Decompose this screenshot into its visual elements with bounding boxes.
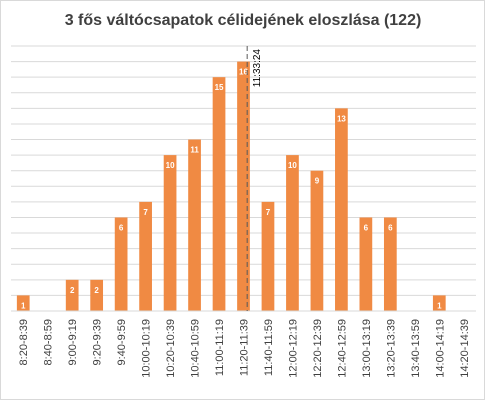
bar-9:20-9:39: [90, 279, 104, 311]
data-label: 9: [315, 177, 320, 186]
time-annotation: 11:33:24: [246, 46, 263, 311]
x-tick-label: 9:40-9:59: [116, 319, 128, 365]
bar-11:00-11:19: [212, 77, 226, 311]
x-tick-label: 10:00-10:19: [141, 319, 153, 378]
x-tick-label: 14:00-14:19: [434, 319, 446, 378]
bar-9:00-9:19: [65, 279, 79, 311]
x-tick-label: 10:40-10:59: [190, 319, 202, 378]
x-tick-label: 12:40-12:59: [336, 319, 348, 378]
data-label: 7: [266, 208, 271, 217]
data-label: 0: [462, 299, 467, 308]
bar-13:00-13:19: [359, 217, 373, 311]
bar-10:00-10:19: [139, 201, 152, 311]
bars: [16, 61, 446, 312]
x-tick-label: 12:20-12:39: [312, 319, 324, 378]
x-tick-label: 11:40-11:59: [263, 319, 275, 376]
data-label: 11: [190, 146, 199, 155]
bar-10:20-10:39: [163, 155, 177, 311]
data-label: 6: [364, 223, 369, 232]
bar-13:20-13:39: [383, 217, 397, 311]
x-tick-label: 13:20-13:39: [385, 319, 397, 378]
data-label: 13: [337, 114, 346, 123]
data-label: 16: [239, 68, 248, 77]
chart-title: 3 fős váltócsapatok célidejének eloszlás…: [65, 12, 422, 29]
x-tick-label: 8:20-8:39: [18, 319, 30, 365]
bar-12:00-12:19: [286, 155, 299, 311]
data-label: 7: [143, 208, 148, 217]
bar-11:40-11:59: [261, 201, 275, 311]
data-label: 6: [388, 223, 393, 232]
data-label: 10: [288, 161, 297, 170]
x-tick-label: 14:20-14:39: [459, 319, 471, 378]
x-tick-label: 13:00-13:19: [361, 319, 373, 378]
data-label: 0: [413, 299, 418, 308]
x-tick-label: 11:00-11:19: [214, 319, 226, 376]
data-label: 2: [70, 286, 75, 295]
bar-12:20-12:39: [310, 170, 324, 311]
bar-8:20-8:39: [16, 295, 30, 311]
data-label: 6: [119, 223, 124, 232]
bar-9:40-9:59: [114, 217, 128, 311]
x-tick-label: 10:20-10:39: [165, 319, 177, 378]
x-tick-label: 13:40-13:59: [410, 319, 422, 378]
x-tick-label: 12:00-12:19: [287, 319, 299, 378]
data-label: 1: [437, 301, 442, 310]
x-tick-label: 9:20-9:39: [92, 319, 104, 365]
bar-12:40-12:59: [335, 108, 348, 312]
x-tick-label: 9:00-9:19: [67, 319, 79, 365]
data-label: 0: [45, 299, 50, 308]
x-tick-label: 11:20-11:39: [239, 319, 251, 376]
annotation-label: 11:33:24: [252, 49, 263, 88]
data-label: 15: [215, 83, 224, 92]
x-axis: 8:20-8:39 8:40-8:59 9:00-9:19 9:20-9:39 9:40…: [11, 310, 476, 378]
bar-10:40-10:59: [188, 139, 201, 311]
data-label: 2: [94, 286, 99, 295]
x-tick-label: 8:40-8:59: [43, 319, 55, 365]
data-label: 1: [21, 301, 26, 310]
data-label: 10: [166, 161, 175, 170]
bar-11:20-11:39: [237, 61, 250, 312]
bar-14:00-14:19: [432, 295, 446, 311]
